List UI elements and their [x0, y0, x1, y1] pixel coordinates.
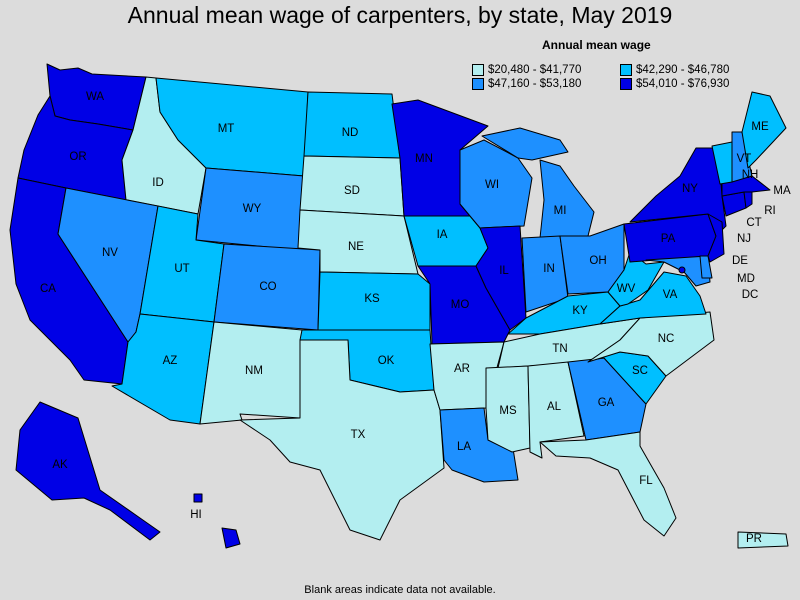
state-label-DE: DE — [732, 255, 748, 267]
state-label-AR: AR — [454, 363, 470, 375]
state-MI-up[interactable] — [481, 127, 569, 161]
state-labels: WA OR CA ID NV MT WY UT AZ CO NM ND SD NE KS OK TX MN IA MO… — [40, 91, 791, 545]
legend-label-3: $47,160 - $53,180 — [488, 78, 582, 90]
state-label-TX: TX — [351, 429, 366, 441]
state-label-IN: IN — [543, 263, 555, 275]
state-label-UT: UT — [174, 263, 189, 275]
legend-swatch-1 — [472, 64, 484, 76]
state-label-ID: ID — [152, 177, 164, 189]
state-label-CO: CO — [259, 281, 276, 293]
state-label-NC: NC — [658, 333, 675, 345]
state-label-PA: PA — [661, 233, 676, 245]
state-DE[interactable] — [699, 255, 713, 279]
legend-swatch-4 — [620, 78, 632, 90]
state-IA[interactable] — [403, 215, 489, 267]
state-label-IL: IL — [499, 265, 509, 277]
footnote: Blank areas indicate data not available. — [304, 584, 496, 596]
state-label-PR: PR — [746, 533, 762, 545]
state-label-TN: TN — [552, 343, 567, 355]
state-label-WY: WY — [243, 203, 262, 215]
state-label-NV: NV — [102, 247, 118, 259]
state-label-NM: NM — [245, 365, 263, 377]
state-label-RI: RI — [764, 205, 776, 217]
state-label-HI: HI — [190, 509, 202, 521]
state-label-IA: IA — [437, 229, 448, 241]
state-label-SC: SC — [632, 365, 648, 377]
legend-item-1: $20,480 - $41,770 — [472, 64, 581, 76]
state-label-MO: MO — [451, 299, 470, 311]
legend-label-2: $42,290 - $46,780 — [636, 64, 730, 76]
state-ME[interactable] — [741, 91, 787, 169]
state-label-OK: OK — [378, 355, 395, 367]
state-label-FL: FL — [639, 475, 653, 487]
legend-swatch-2 — [620, 64, 632, 76]
state-AK[interactable] — [15, 401, 161, 541]
state-label-MD: MD — [737, 273, 755, 285]
state-WI[interactable] — [459, 139, 533, 229]
state-label-VT: VT — [737, 153, 752, 165]
state-label-WI: WI — [485, 179, 499, 191]
state-KS[interactable] — [317, 271, 431, 331]
state-label-OR: OR — [69, 151, 86, 163]
state-IL[interactable] — [475, 225, 527, 331]
state-label-VA: VA — [663, 289, 678, 301]
state-RI[interactable] — [743, 191, 753, 209]
state-label-WV: WV — [617, 283, 636, 295]
state-label-AZ: AZ — [163, 355, 178, 367]
state-label-WA: WA — [86, 91, 104, 103]
state-label-CT: CT — [746, 217, 761, 229]
state-label-MT: MT — [218, 123, 235, 135]
state-label-DC: DC — [742, 289, 759, 301]
legend-swatch-3 — [472, 78, 484, 90]
state-label-KY: KY — [572, 305, 588, 317]
state-HI-island[interactable] — [193, 493, 203, 503]
state-label-KS: KS — [364, 293, 380, 305]
state-HI[interactable] — [221, 527, 241, 549]
state-NJ[interactable] — [707, 213, 725, 263]
map-title: Annual mean wage of carpenters, by state… — [127, 2, 673, 28]
state-label-NY: NY — [682, 183, 698, 195]
state-label-NE: NE — [348, 241, 364, 253]
legend-item-2: $42,290 - $46,780 — [620, 64, 729, 76]
legend-label-4: $54,010 - $76,930 — [636, 78, 730, 90]
state-FL[interactable] — [539, 431, 677, 537]
state-label-OH: OH — [589, 255, 606, 267]
state-TX[interactable] — [239, 339, 445, 541]
state-label-MS: MS — [499, 405, 517, 417]
state-label-LA: LA — [457, 441, 471, 453]
state-MI[interactable] — [539, 159, 595, 239]
state-DC[interactable] — [678, 266, 686, 274]
state-label-GA: GA — [598, 397, 615, 409]
state-label-MI: MI — [554, 205, 567, 217]
legend-label-1: $20,480 - $41,770 — [488, 64, 582, 76]
state-label-NH: NH — [742, 169, 759, 181]
state-ND[interactable] — [303, 91, 401, 159]
state-label-MN: MN — [415, 153, 433, 165]
state-label-NJ: NJ — [737, 233, 751, 245]
state-NH[interactable] — [731, 131, 753, 183]
state-label-CA: CA — [40, 283, 56, 295]
state-LA[interactable] — [439, 407, 519, 483]
state-label-MA: MA — [773, 185, 791, 197]
state-NC[interactable] — [587, 311, 715, 377]
state-label-SD: SD — [344, 185, 360, 197]
legend-title: Annual mean wage — [542, 38, 651, 52]
state-label-ND: ND — [342, 127, 359, 139]
legend-item-3: $47,160 - $53,180 — [472, 78, 581, 90]
state-PR[interactable] — [737, 531, 789, 549]
state-label-AK: AK — [52, 459, 68, 471]
legend-item-4: $54,010 - $76,930 — [620, 78, 729, 90]
state-label-AL: AL — [547, 401, 562, 413]
state-label-ME: ME — [751, 121, 769, 133]
